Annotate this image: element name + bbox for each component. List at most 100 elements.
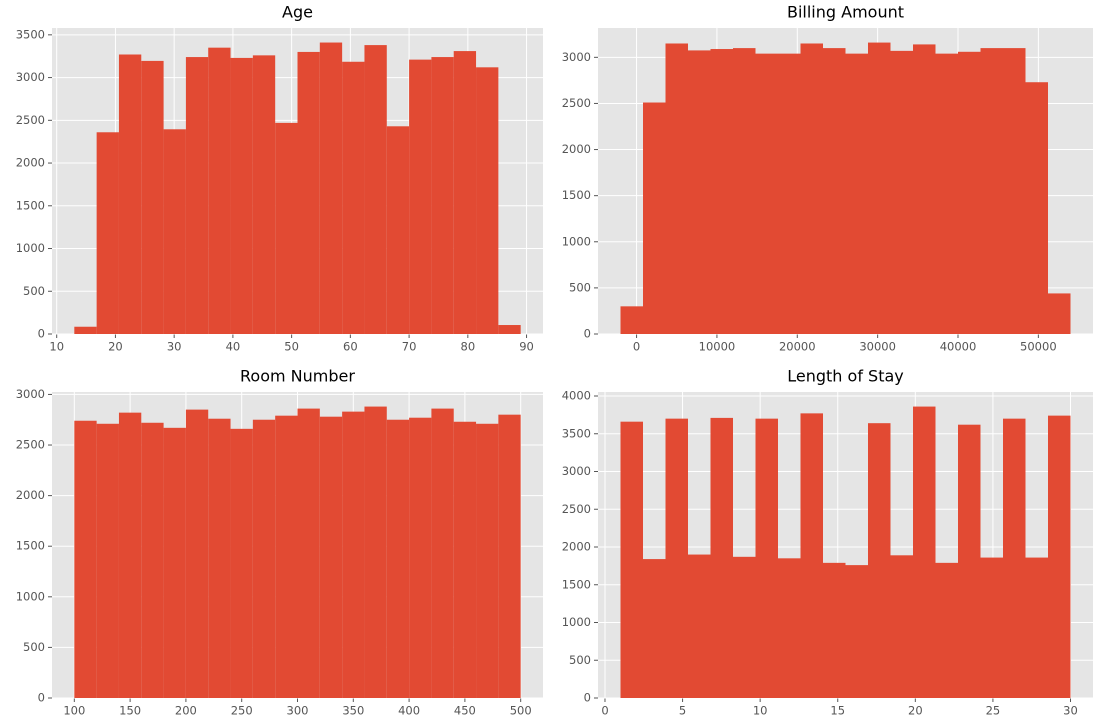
bar (74, 420, 97, 698)
x-tick-label: 20000 (779, 340, 816, 354)
x-tick-label: 450 (454, 704, 476, 718)
bar (710, 49, 733, 334)
bar (118, 412, 142, 698)
y-tick-label: 0 (38, 691, 45, 705)
y-tick-label: 2000 (16, 488, 45, 502)
bar (1025, 557, 1048, 698)
y-tick-label: 1000 (562, 234, 591, 248)
bar (208, 47, 231, 335)
bar (890, 50, 913, 334)
y-tick-label: 2500 (16, 113, 45, 127)
y-tick-label: 1000 (16, 589, 45, 603)
y-tick-label: 500 (23, 640, 45, 654)
bar (118, 54, 142, 335)
bar (96, 132, 119, 334)
bar (476, 423, 499, 698)
bar (297, 408, 320, 698)
bar (230, 57, 253, 335)
y-tick-label: 3500 (562, 426, 591, 440)
x-tick-label: 10 (753, 704, 768, 718)
x-tick-label: 100 (63, 704, 85, 718)
bar (643, 559, 666, 698)
bar (733, 48, 756, 334)
bar (665, 43, 688, 334)
subplot: 0 5 10 15 20 25 30 0 500 1000 1500 2000 2500 3000 3500… (562, 367, 1093, 718)
bar (141, 422, 164, 698)
bar (342, 61, 365, 334)
subplot-title: Age (282, 3, 313, 22)
bar (498, 325, 521, 334)
subplot-title: Length of Stay (787, 367, 903, 386)
bar (252, 419, 276, 698)
x-tick-label: 0 (633, 340, 640, 354)
x-tick-label: 350 (342, 704, 364, 718)
bar (710, 417, 733, 698)
bar (275, 415, 298, 698)
x-tick-label: 30000 (859, 340, 896, 354)
y-tick-label: 1500 (16, 198, 45, 212)
bar (364, 45, 387, 334)
bar (275, 122, 298, 334)
x-tick-label: 20 (908, 704, 923, 718)
bar (800, 413, 823, 698)
x-tick-label: 30 (167, 340, 182, 354)
y-tick-label: 4000 (562, 389, 591, 403)
bar (476, 67, 499, 335)
x-tick-label: 60 (343, 340, 358, 354)
bar (319, 42, 343, 334)
bar (800, 43, 823, 334)
bar (620, 421, 643, 698)
bar (431, 408, 454, 698)
bar (1003, 48, 1026, 334)
subplot: 0 10000 20000 30000 40000 50000 0 500 1000 1500 20… (562, 3, 1093, 354)
y-tick-label: 0 (584, 691, 591, 705)
bar (868, 42, 891, 334)
bar (688, 50, 711, 334)
y-tick-label: 2000 (562, 540, 591, 554)
bar (498, 414, 521, 698)
bar (755, 53, 778, 334)
bar (163, 427, 186, 698)
x-tick-label: 150 (119, 704, 141, 718)
y-tick-label: 1500 (562, 577, 591, 591)
y-tick-label: 2000 (16, 156, 45, 170)
y-tick-label: 2000 (562, 142, 591, 156)
y-tick-label: 0 (38, 327, 45, 341)
x-tick-label: 250 (231, 704, 253, 718)
bar (1003, 418, 1026, 698)
bar (620, 306, 643, 334)
y-tick-label: 1000 (16, 241, 45, 255)
y-tick-label: 1500 (562, 188, 591, 202)
bar (96, 423, 119, 698)
bar (778, 53, 801, 334)
bar (890, 555, 913, 698)
x-tick-label: 300 (287, 704, 309, 718)
bar (409, 59, 432, 334)
subplot: 100 150 200 250 300 350 400 450 500 0 500 1000 1500 2… (16, 367, 543, 718)
subplot: 10 20 30 40 50 60 70 80 90 0 500 1000 1500 2000 2500 30… (16, 3, 543, 354)
bar (845, 565, 868, 698)
bar (980, 557, 1003, 698)
bar (431, 57, 454, 334)
bar (1048, 415, 1071, 698)
x-tick-label: 50000 (1020, 340, 1057, 354)
bar (935, 53, 958, 334)
bar (688, 554, 711, 698)
bar (913, 406, 936, 698)
bar (823, 562, 846, 698)
bar (386, 419, 410, 698)
bar (386, 126, 410, 335)
y-tick-label: 500 (569, 653, 591, 667)
y-tick-label: 1000 (562, 615, 591, 629)
bar (319, 416, 343, 698)
y-tick-label: 1500 (16, 539, 45, 553)
x-tick-label: 70 (402, 340, 417, 354)
x-tick-label: 500 (510, 704, 532, 718)
y-tick-label: 500 (23, 284, 45, 298)
subplot-title: Room Number (240, 367, 355, 386)
bar (980, 48, 1003, 334)
bar (868, 423, 891, 698)
bar (845, 53, 868, 334)
bar (409, 417, 432, 698)
x-tick-label: 200 (175, 704, 197, 718)
